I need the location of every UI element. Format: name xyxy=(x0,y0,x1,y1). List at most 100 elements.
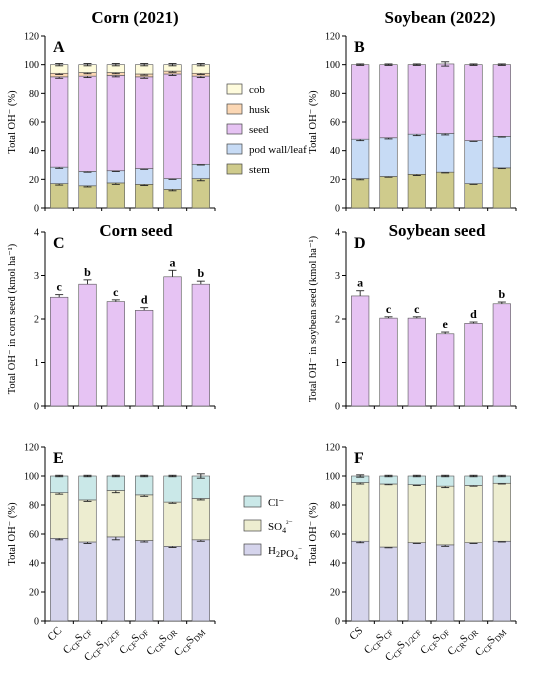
bar-segment xyxy=(407,484,426,544)
x-category-label: CCFSDM xyxy=(172,625,207,660)
legend-label: pod wall/leaf xyxy=(249,144,307,156)
bar xyxy=(163,276,182,407)
y-tick-label: 4 xyxy=(34,228,39,239)
bar-segment xyxy=(135,475,154,496)
legend-label: husk xyxy=(249,104,270,116)
bar-segment xyxy=(436,63,455,134)
y-tick-label: 20 xyxy=(29,588,39,599)
bar-segment xyxy=(407,542,426,622)
legend-swatch xyxy=(243,519,262,532)
y-tick-label: 100 xyxy=(24,60,39,71)
y-axis-label: Total OH⁻ (%) xyxy=(7,90,18,154)
bar-segment xyxy=(191,475,210,499)
text-span: 4 xyxy=(294,553,298,562)
bar xyxy=(191,283,210,407)
y-tick-label: 3 xyxy=(335,271,340,282)
bar-segment xyxy=(492,540,511,622)
legend-label: SO4²⁻ xyxy=(268,519,293,535)
bar-segment xyxy=(492,167,511,209)
significance-letter: c xyxy=(113,285,119,299)
bar-segment xyxy=(106,170,125,184)
bar-segment xyxy=(191,75,210,165)
bar xyxy=(135,309,154,407)
y-tick-label: 0 xyxy=(335,402,340,413)
bar-segment xyxy=(50,76,69,168)
bar-segment xyxy=(106,475,125,491)
y-tick-label: 3 xyxy=(34,271,39,282)
y-tick-label: 120 xyxy=(24,32,39,43)
bar-segment xyxy=(379,137,398,177)
bar-segment xyxy=(135,76,154,169)
panel-label-d: D xyxy=(354,235,366,252)
text-span: ⁻ xyxy=(298,546,302,555)
y-tick-label: 4 xyxy=(335,228,340,239)
bar-segment xyxy=(78,171,97,187)
significance-letter: e xyxy=(443,317,449,331)
x-category-label: CCFSOF xyxy=(418,624,452,658)
bar-segment xyxy=(407,475,426,485)
y-tick-label: 40 xyxy=(330,146,340,157)
y-tick-label: 100 xyxy=(24,472,39,483)
bar-segment xyxy=(351,178,370,209)
bar-segment xyxy=(78,185,97,209)
panel-title: Soybean seed xyxy=(389,221,486,240)
legend-label: Cl⁻ xyxy=(268,497,284,509)
bar-segment xyxy=(106,75,125,172)
y-tick-label: 120 xyxy=(325,443,340,454)
y-tick-label: 0 xyxy=(34,204,39,215)
y-axis-label: Total OH⁻ in soybean seed (kmol ha⁻¹) xyxy=(308,235,319,402)
significance-letter: b xyxy=(84,265,91,279)
bar-segment xyxy=(464,64,483,141)
bar xyxy=(379,317,398,407)
panel-label-c: C xyxy=(53,235,65,252)
text-span: H xyxy=(268,545,276,557)
bar-segment xyxy=(407,64,426,135)
bar-segment xyxy=(78,75,97,172)
panel-c: 0 1 2 3 4 Total OH⁻ in corn seed (kmol ha⁻¹) C… xyxy=(7,221,216,413)
bar-segment xyxy=(464,183,483,209)
panel-label-e: E xyxy=(53,450,64,467)
bar-segment xyxy=(379,64,398,139)
bar-segment xyxy=(106,490,125,538)
bar-segment xyxy=(464,140,483,184)
y-tick-label: 80 xyxy=(330,501,340,512)
bar-segment xyxy=(135,168,154,185)
panel-d: 0 1 2 3 4 Total OH⁻ in soybean seed (kmol ha⁻… xyxy=(308,221,517,413)
y-tick-label: 40 xyxy=(29,559,39,570)
text-span: 4 xyxy=(282,526,286,535)
y-tick-label: 2 xyxy=(34,315,39,326)
panel-f: 0 20 40 60 80 100 120 Total OH⁻ (%) F xyxy=(308,443,517,628)
y-tick-label: 80 xyxy=(330,89,340,100)
significance-letter: a xyxy=(170,255,176,269)
bar-segment xyxy=(50,492,69,539)
bar-segment xyxy=(191,498,210,541)
y-tick-label: 1 xyxy=(335,358,340,369)
bar-segment xyxy=(436,133,455,173)
bar-segment xyxy=(379,483,398,548)
bar-segment xyxy=(436,544,455,622)
legend-swatch xyxy=(226,103,243,115)
panel-label-f: F xyxy=(354,450,364,467)
bar-segment xyxy=(163,189,182,209)
y-tick-label: 40 xyxy=(330,559,340,570)
x-category-label: CCRSOR xyxy=(144,624,179,659)
y-axis-label: Total OH⁻ (%) xyxy=(7,502,18,566)
panel-label-a: A xyxy=(53,39,65,56)
significance-letter: c xyxy=(386,302,392,316)
panel-b: 0 20 40 60 80 100 120 Total OH⁻ (%) B xyxy=(308,32,517,215)
y-tick-label: 100 xyxy=(325,472,340,483)
bar-segment xyxy=(351,138,370,179)
text-span: SO xyxy=(268,521,282,533)
x-category-label: CC xyxy=(45,625,64,644)
legend-swatch xyxy=(243,495,262,508)
y-tick-label: 60 xyxy=(29,118,39,129)
significance-letter: b xyxy=(197,266,204,280)
significance-letter: c xyxy=(414,302,420,316)
legend-swatch xyxy=(226,83,243,95)
significance-letter: d xyxy=(141,293,148,307)
y-tick-label: 60 xyxy=(29,530,39,541)
bar xyxy=(351,295,370,407)
y-tick-label: 0 xyxy=(34,617,39,628)
bar-segment xyxy=(464,542,483,622)
